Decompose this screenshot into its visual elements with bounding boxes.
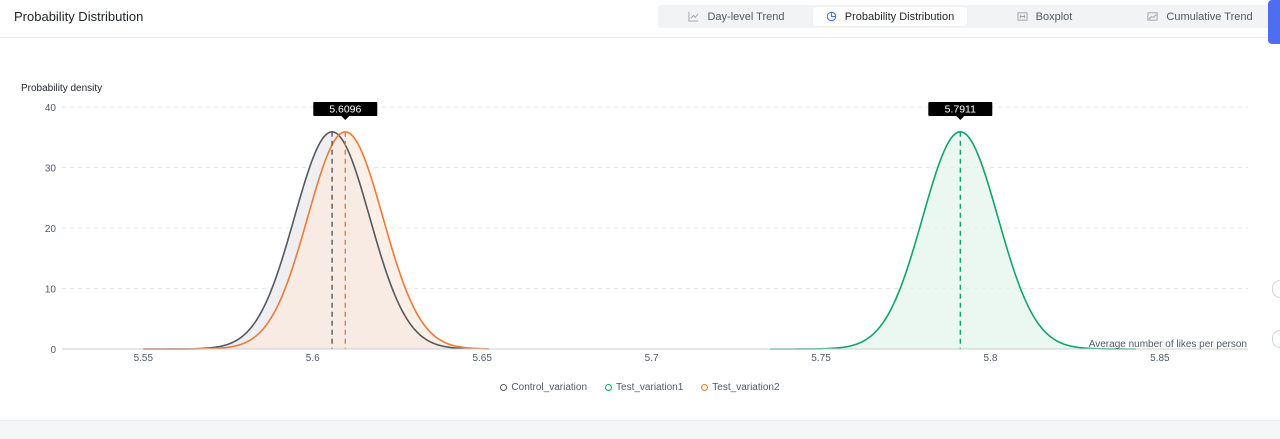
x-tick-label: 5.75: [811, 353, 831, 364]
side-float-button[interactable]: [1272, 280, 1280, 298]
y-tick-label: 30: [45, 164, 57, 175]
x-tick-label: 5.7: [645, 353, 659, 364]
legend-item[interactable]: Control_variation: [500, 382, 587, 393]
x-tick-label: 5.8: [984, 353, 998, 364]
x-tick-label: 5.65: [472, 353, 492, 364]
annotation-box: [313, 102, 378, 116]
area-chart-icon: [1147, 12, 1158, 21]
chart-axes: 0 10 20 30 40 5.55 5.6 5.65 5.7 5.75 5.8 5.85 Probab…: [21, 83, 1248, 364]
footer-bar: [0, 420, 1280, 439]
density-areas: [143, 131, 1137, 349]
tab-cumulative-trend[interactable]: Cumulative Trend: [1122, 7, 1278, 26]
x-tick-label: 5.6: [306, 353, 320, 364]
header-bar: Probability Distribution Day-level Trend…: [0, 0, 1280, 38]
mean-lines: [331, 131, 962, 349]
tab-label: Boxplot: [1035, 10, 1073, 23]
legend-label: Test_variation2: [712, 382, 780, 393]
density-area-Test_variation1: [770, 131, 1137, 349]
legend-marker: [500, 384, 508, 391]
annotation-box: [928, 102, 993, 116]
tab-label: Probability Distribution: [844, 10, 955, 23]
legend-marker: [605, 384, 613, 391]
annotation-pointer: [956, 116, 965, 120]
density-area-Test_variation2: [143, 131, 489, 349]
chart-legend: Control_variation Test_variation1 Test_var…: [0, 382, 1280, 393]
y-tick-label: 10: [45, 285, 57, 296]
tab-boxplot[interactable]: Boxplot: [967, 7, 1122, 26]
chart-grid: [62, 106, 1248, 289]
x-axis-title: Average number of likes per person: [1089, 339, 1247, 350]
x-tick-label: 5.85: [1150, 353, 1170, 364]
side-panel-toggle[interactable]: [1268, 0, 1280, 44]
legend-item[interactable]: Test_variation2: [701, 382, 780, 393]
tab-label: Day-level Trend: [707, 10, 785, 23]
side-float-button[interactable]: [1272, 330, 1280, 348]
annotation-label: 5.6096: [329, 104, 361, 116]
mean-annotation: 5.7911: [928, 102, 993, 120]
boxplot-icon: [1017, 12, 1028, 21]
annotation-pointer: [341, 116, 350, 120]
legend-item[interactable]: Test_variation1: [605, 382, 683, 393]
x-tick-label: 5.55: [134, 353, 154, 364]
tab-probability-distribution[interactable]: Probability Distribution: [813, 7, 967, 26]
tab-day-level-trend[interactable]: Day-level Trend: [660, 7, 813, 26]
mean-annotations: 5.6096 5.7911: [313, 102, 993, 120]
y-tick-label: 20: [45, 224, 57, 235]
legend-marker: [701, 384, 709, 391]
view-tabs: Day-level Trend Probability Distribution…: [658, 5, 1280, 28]
tab-label: Cumulative Trend: [1166, 10, 1253, 23]
line-chart-icon: [688, 11, 699, 22]
y-tick-label: 40: [45, 103, 57, 114]
legend-label: Test_variation1: [616, 382, 684, 393]
y-axis-title: Probability density: [21, 83, 102, 94]
density-line-Test_variation1: [770, 130, 1137, 350]
pie-chart-icon: [826, 11, 837, 22]
annotation-label: 5.7911: [945, 104, 976, 116]
page-title: Probability Distribution: [14, 9, 144, 24]
probability-density-chart: 5.6096 5.7911 0 10 20 30 40 5.55 5.6 5.65 5.7 5.75…: [21, 83, 1248, 364]
mean-annotation: 5.6096: [313, 102, 378, 120]
legend-label: Control_variation: [511, 382, 588, 393]
y-tick-label: 0: [50, 345, 56, 356]
